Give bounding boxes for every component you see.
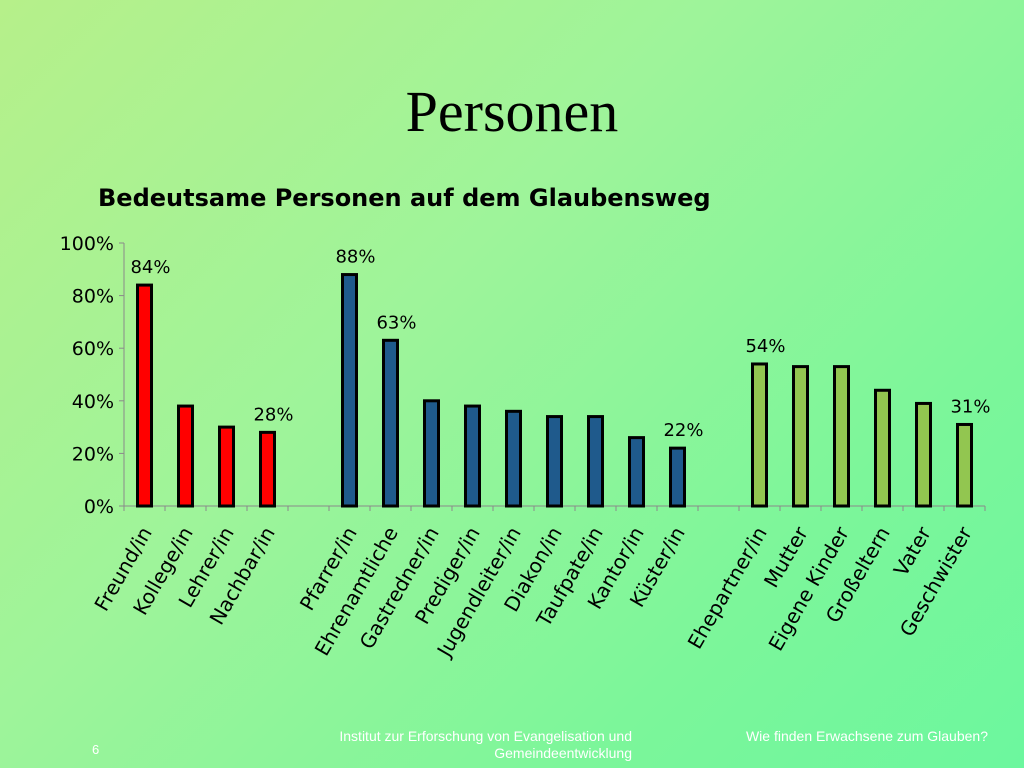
y-tick-label: 60%: [72, 338, 114, 360]
footer-institute: Institut zur Erforschung von Evangelisat…: [339, 728, 632, 761]
data-label: 84%: [130, 257, 170, 278]
y-tick-label: 0%: [84, 496, 114, 518]
bar-küster-in: [669, 446, 686, 508]
y-tick-label: 40%: [72, 391, 114, 413]
data-label: 88%: [335, 247, 375, 268]
bar-vater: [915, 401, 932, 508]
data-label: 22%: [663, 420, 703, 441]
bar-mutter: [792, 365, 809, 508]
footer-presentation-title: Wie finden Erwachsene zum Glauben?: [745, 728, 988, 744]
bar-freund-in: [136, 283, 153, 508]
data-label: 54%: [745, 336, 785, 357]
data-label: 28%: [253, 404, 293, 425]
bar-pfarrer-in: [341, 273, 358, 508]
bar-chart: 0%20%40%60%80%100%84%Freund/inKollege/in…: [60, 233, 991, 662]
y-tick-label: 100%: [60, 233, 114, 255]
bar-nachbar-in: [259, 430, 276, 508]
bar-großeltern: [874, 388, 891, 508]
bar-jugendleiter-in: [505, 409, 522, 508]
bar-diakon-in: [546, 415, 563, 508]
bar-gastredner-in: [423, 399, 440, 508]
bar-eigene-kinder: [833, 365, 850, 508]
y-tick-label: 80%: [72, 286, 114, 308]
slide-number: 6: [92, 742, 100, 757]
chart-title: Bedeutsame Personen auf dem Glaubensweg: [98, 184, 711, 212]
data-label: 63%: [376, 312, 416, 333]
bar-geschwister: [956, 422, 973, 508]
bar-ehrenamtliche: [382, 338, 399, 508]
category-label: Ehepartner/in: [683, 523, 772, 653]
bar-lehrer-in: [218, 425, 235, 508]
bar-taufpate-in: [587, 415, 604, 508]
bar-kollege-in: [177, 404, 194, 508]
bar-ehepartner-in: [751, 362, 768, 508]
data-label: 31%: [950, 396, 990, 417]
slide-title: Personen: [405, 79, 619, 144]
bar-kantor-in: [628, 436, 645, 508]
bar-prediger-in: [464, 404, 481, 508]
y-tick-label: 20%: [72, 443, 114, 465]
